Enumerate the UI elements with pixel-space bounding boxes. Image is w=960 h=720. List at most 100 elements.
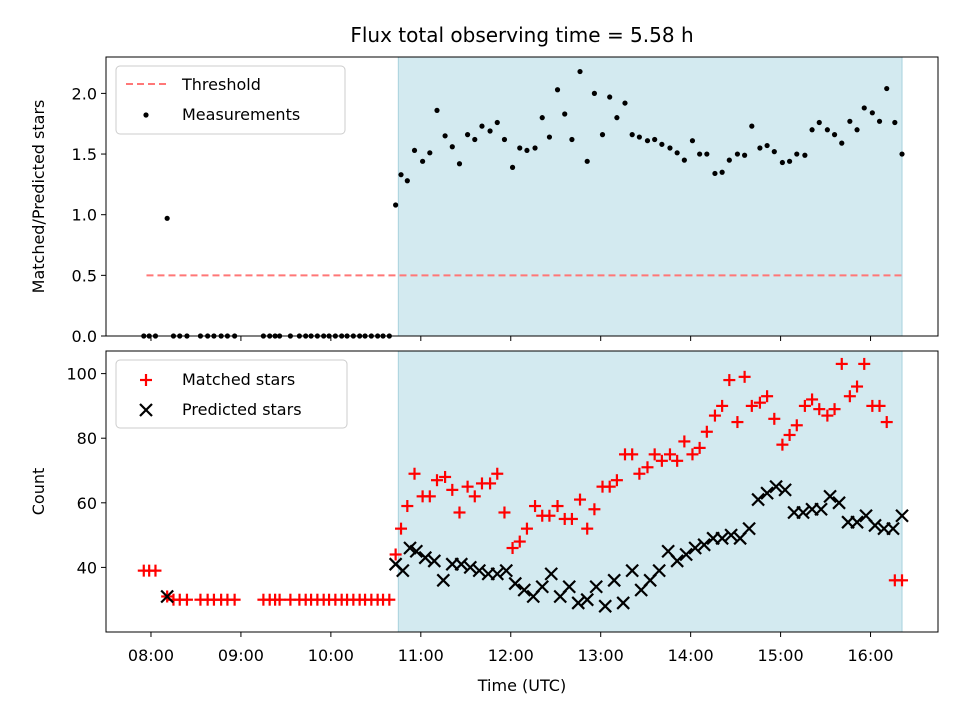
predicted-star-point xyxy=(436,573,451,588)
predicted-star-point xyxy=(724,528,738,542)
predicted-star-point xyxy=(832,496,846,510)
measurement-point xyxy=(854,127,860,133)
matched-star-point xyxy=(529,500,542,513)
ratio-observing-span xyxy=(397,56,903,337)
predicted-star-points xyxy=(160,479,909,613)
matched-star-point xyxy=(565,512,578,525)
y-tick-label: 40 xyxy=(77,558,97,577)
measurement-point xyxy=(398,172,404,178)
measurement-point xyxy=(636,134,642,140)
measurement-point xyxy=(809,127,815,133)
measurement-point xyxy=(494,119,500,126)
matched-star-point xyxy=(708,409,721,422)
matched-star-point xyxy=(813,403,826,416)
predicted-star-point xyxy=(562,580,576,594)
matched-star-point xyxy=(401,500,414,513)
measurement-point xyxy=(742,152,748,158)
measurement-point xyxy=(869,110,875,116)
predicted-star-point xyxy=(652,563,666,578)
measurement-point xyxy=(501,136,508,143)
predicted-star-point xyxy=(715,531,729,546)
matched-star-point xyxy=(828,403,841,416)
matched-star-point xyxy=(873,399,886,412)
matched-star-point xyxy=(700,425,713,438)
measurement-point xyxy=(674,150,680,156)
matched-star-point xyxy=(383,593,396,606)
measurement-point xyxy=(697,151,703,157)
measurement-point xyxy=(449,144,455,150)
matched-star-point xyxy=(641,461,654,474)
y-tick-label: 1.5 xyxy=(72,145,97,164)
predicted-star-point xyxy=(598,599,612,613)
measurement-point xyxy=(847,118,853,124)
measurement-point xyxy=(734,151,741,157)
predicted-star-point xyxy=(571,596,585,610)
measurement-point xyxy=(712,170,718,177)
x-axis-label: Time (UTC) xyxy=(477,676,566,695)
predicted-star-point xyxy=(616,596,630,610)
predicted-star-point xyxy=(697,538,711,552)
matched-star-point xyxy=(731,416,744,429)
legend-predicted-label: Predicted stars xyxy=(182,400,302,419)
measurement-point xyxy=(532,145,538,151)
matched-star-point xyxy=(821,409,834,422)
matched-star-point xyxy=(686,448,699,461)
matched-star-point xyxy=(798,399,811,412)
predicted-star-point xyxy=(580,592,594,607)
matched-star-point xyxy=(520,522,533,535)
matched-star-point xyxy=(468,490,481,503)
measurement-points xyxy=(141,68,905,339)
matched-star-point xyxy=(551,500,564,513)
matched-star-point xyxy=(603,480,616,493)
y-tick-label: 100 xyxy=(66,365,97,384)
matched-star-point xyxy=(626,448,639,461)
ratio-axes-frame xyxy=(105,56,939,337)
measurement-point xyxy=(517,145,523,151)
measurement-point xyxy=(591,90,598,96)
measurement-point xyxy=(411,147,418,154)
ratio-x-ticks xyxy=(150,336,872,341)
predicted-star-point xyxy=(160,589,174,604)
matched-star-point xyxy=(806,393,819,406)
predicted-star-point xyxy=(679,547,693,562)
matched-star-point xyxy=(581,522,594,535)
ratio-panel: 0.00.51.01.52.0 Matched/Predicted stars … xyxy=(29,56,939,346)
matched-star-point xyxy=(513,535,526,548)
predicted-star-point xyxy=(868,518,882,533)
predicted-star-point xyxy=(508,576,523,591)
measurement-point xyxy=(164,215,170,221)
measurement-point xyxy=(614,115,620,121)
matched-star-point xyxy=(761,390,774,403)
measurement-point xyxy=(757,145,763,151)
matched-star-point xyxy=(776,438,789,451)
matched-star-point xyxy=(273,593,286,606)
predicted-star-point xyxy=(796,505,810,520)
matched-star-point xyxy=(745,399,758,412)
predicted-star-point xyxy=(823,489,837,504)
measurement-point xyxy=(824,127,830,133)
measurement-point xyxy=(546,134,553,140)
matched-star-point xyxy=(574,493,587,506)
matched-star-point xyxy=(439,470,452,483)
measurement-point xyxy=(831,132,838,138)
count-axes-frame xyxy=(105,350,939,633)
measurement-point xyxy=(404,178,410,184)
matched-star-point xyxy=(389,548,402,561)
legend-predicted-swatch xyxy=(139,403,153,417)
measurement-point xyxy=(794,151,800,157)
predicted-star-point xyxy=(625,563,639,578)
predicted-star-point xyxy=(418,550,433,565)
matched-star-point xyxy=(633,467,646,480)
measurement-point xyxy=(420,158,426,164)
measurement-point xyxy=(393,202,399,208)
x-tick-label: 10:00 xyxy=(308,646,354,665)
measurement-point xyxy=(434,107,440,113)
legend-threshold-label: Threshold xyxy=(181,75,261,94)
ratio-y-axis-label: Matched/Predicted stars xyxy=(29,100,48,294)
matched-star-point xyxy=(491,467,504,480)
predicted-star-point xyxy=(454,557,469,571)
legend-matched-swatch xyxy=(140,374,152,386)
predicted-star-point xyxy=(850,515,864,529)
matched-star-point xyxy=(506,542,519,555)
